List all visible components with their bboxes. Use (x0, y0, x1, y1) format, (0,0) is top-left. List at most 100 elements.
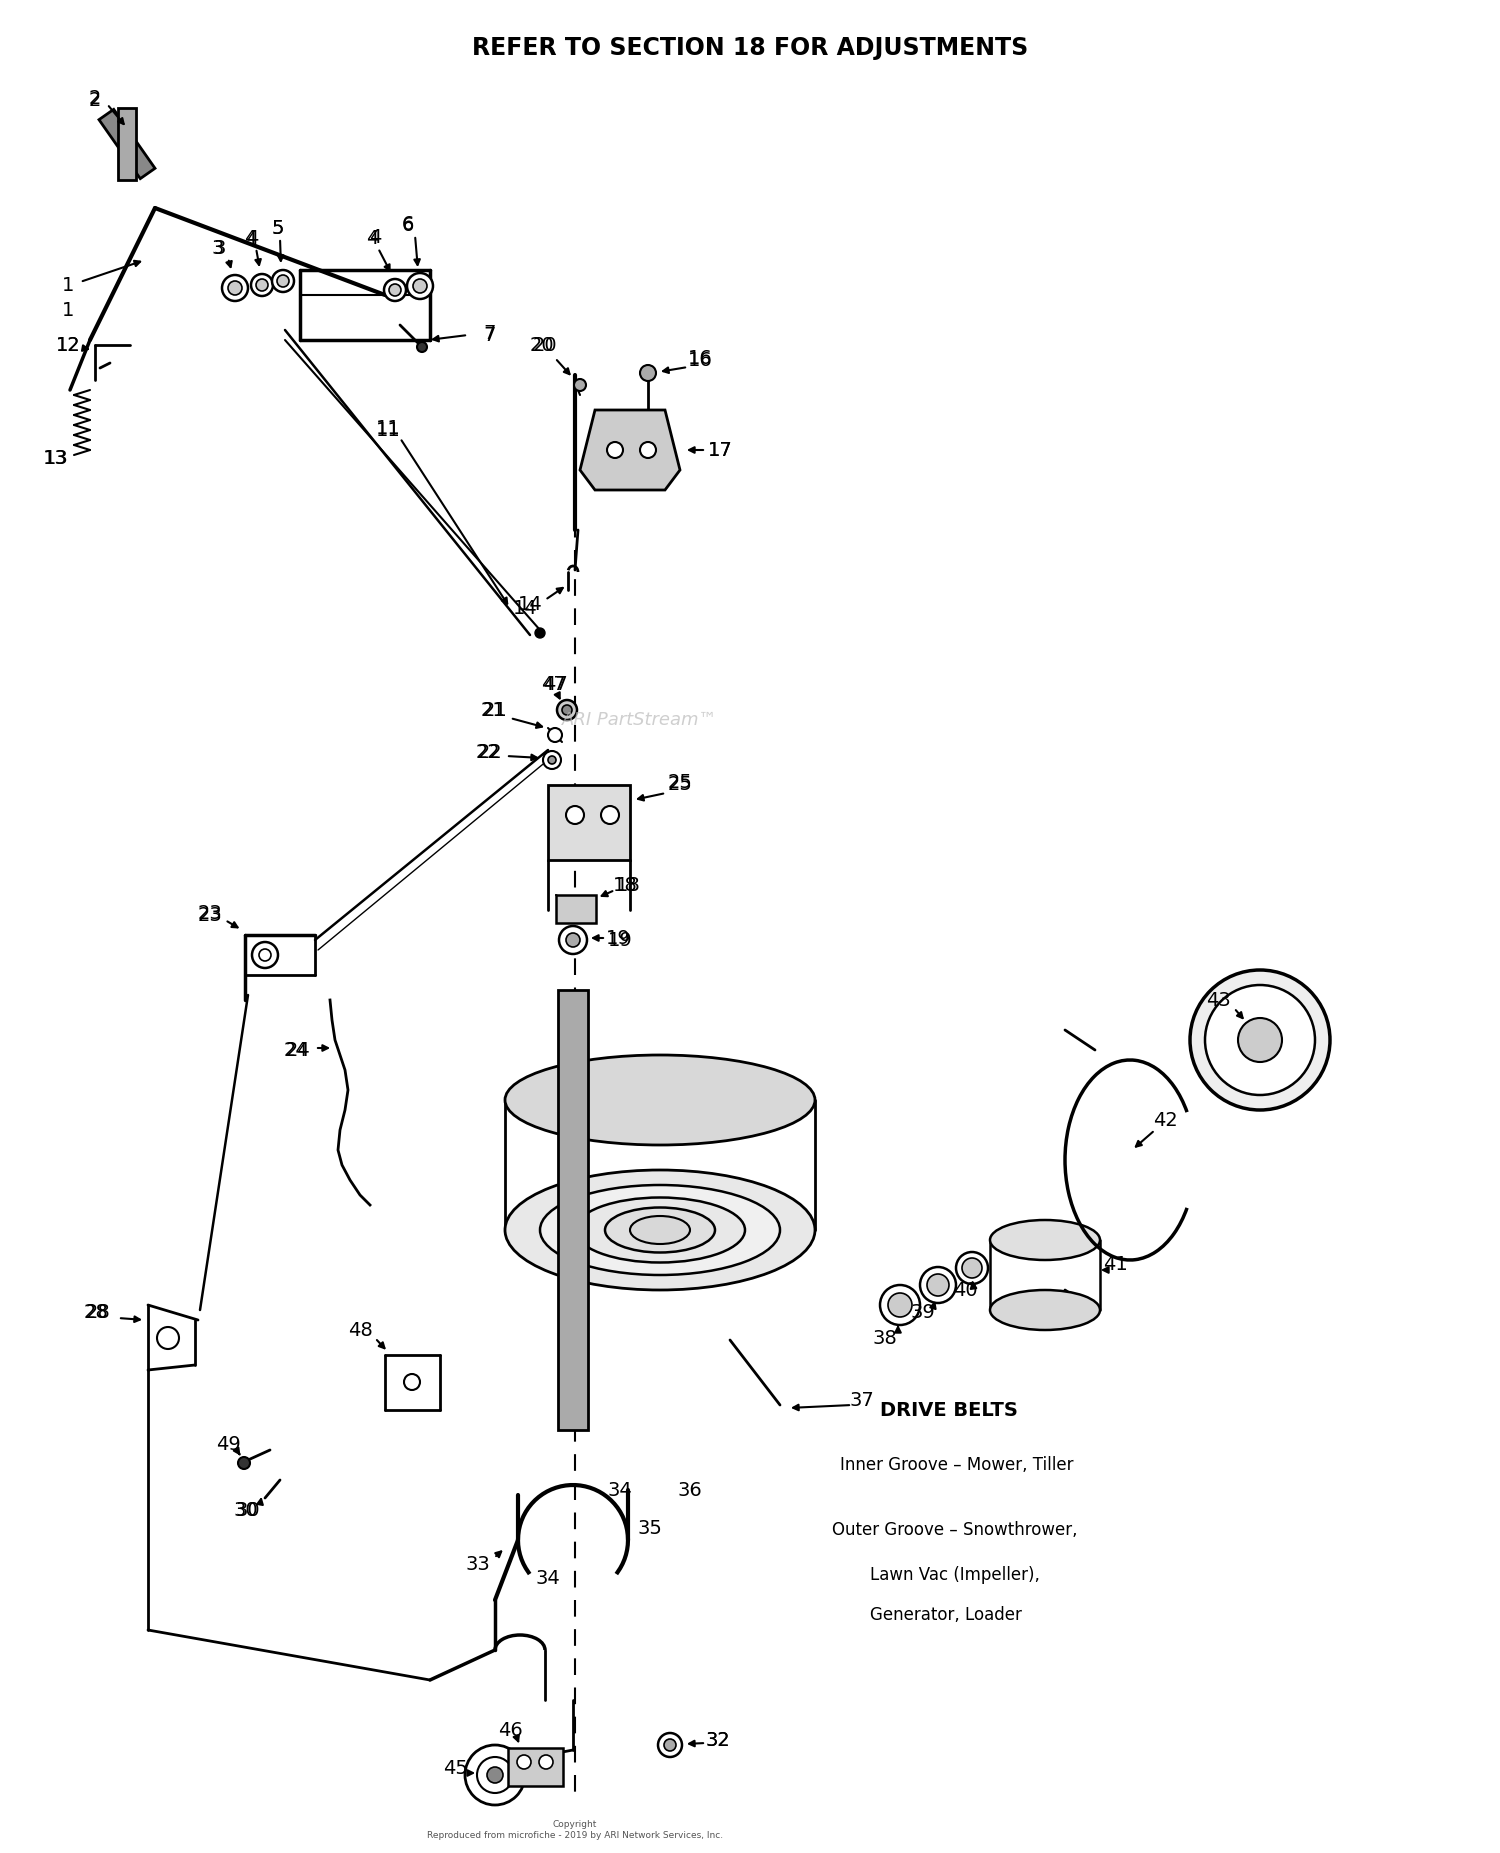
Circle shape (278, 274, 290, 287)
Ellipse shape (540, 1186, 780, 1275)
Text: 20: 20 (532, 335, 558, 354)
Text: 14: 14 (513, 599, 537, 617)
Circle shape (388, 284, 400, 296)
Circle shape (222, 274, 248, 300)
Text: 47: 47 (543, 676, 567, 695)
Circle shape (548, 728, 562, 741)
Text: 13: 13 (42, 448, 68, 467)
Text: 19: 19 (606, 928, 630, 947)
Text: 16: 16 (687, 350, 712, 369)
Circle shape (602, 806, 619, 825)
Text: 1: 1 (62, 300, 74, 319)
Circle shape (956, 1253, 988, 1284)
Text: 14: 14 (518, 595, 543, 615)
Text: 6: 6 (402, 215, 414, 235)
Bar (548, 786, 630, 860)
Circle shape (574, 380, 586, 391)
Text: Generator, Loader: Generator, Loader (870, 1607, 1022, 1623)
Ellipse shape (990, 1219, 1100, 1260)
Text: 28: 28 (86, 1303, 111, 1323)
Text: Lawn Vac (Impeller),: Lawn Vac (Impeller), (870, 1566, 1039, 1584)
Text: 4: 4 (366, 228, 378, 248)
Text: 18: 18 (615, 875, 640, 895)
Text: 38: 38 (873, 1329, 897, 1347)
Text: Outer Groove – Snowthrower,: Outer Groove – Snowthrower, (833, 1521, 1077, 1540)
Text: 37: 37 (849, 1390, 874, 1410)
Text: 25: 25 (668, 773, 693, 791)
Text: 24: 24 (285, 1041, 310, 1060)
Text: 22: 22 (476, 743, 501, 762)
Text: 12: 12 (56, 335, 81, 354)
Circle shape (1238, 1017, 1282, 1062)
Text: 2: 2 (88, 89, 101, 107)
Text: Copyright
Reproduced from microfiche - 2019 by ARI Network Services, Inc.: Copyright Reproduced from microfiche - 2… (427, 1820, 723, 1840)
Circle shape (566, 934, 580, 947)
Circle shape (548, 756, 556, 763)
Text: 19: 19 (608, 930, 633, 949)
Circle shape (664, 1738, 676, 1751)
Circle shape (927, 1275, 950, 1295)
Circle shape (384, 280, 406, 300)
Circle shape (256, 280, 268, 291)
Text: 28: 28 (84, 1303, 108, 1323)
Text: 4: 4 (369, 228, 381, 246)
Circle shape (238, 1456, 250, 1469)
Text: 23: 23 (198, 904, 222, 923)
Text: 30: 30 (236, 1501, 261, 1519)
Bar (509, 1747, 562, 1786)
Text: 34: 34 (536, 1568, 561, 1588)
Circle shape (536, 628, 544, 637)
Circle shape (413, 280, 428, 293)
Text: DRIVE BELTS: DRIVE BELTS (880, 1401, 1019, 1419)
Circle shape (465, 1746, 525, 1805)
Text: 25: 25 (668, 776, 693, 795)
Circle shape (260, 949, 272, 962)
Text: 4: 4 (244, 228, 256, 248)
Text: 4: 4 (246, 228, 258, 248)
Circle shape (272, 271, 294, 293)
Text: 21: 21 (480, 700, 506, 719)
Text: 35: 35 (638, 1518, 663, 1538)
Bar (558, 990, 588, 1431)
Circle shape (560, 926, 586, 954)
Bar (118, 107, 136, 180)
Text: 1: 1 (62, 276, 74, 295)
Text: 17: 17 (708, 441, 732, 460)
Text: 30: 30 (234, 1501, 258, 1519)
Circle shape (228, 282, 242, 295)
Circle shape (962, 1258, 982, 1279)
Ellipse shape (574, 1197, 746, 1262)
Text: 12: 12 (56, 335, 81, 354)
Text: 41: 41 (1102, 1256, 1128, 1275)
Text: 32: 32 (705, 1731, 730, 1749)
Circle shape (252, 941, 278, 967)
Text: 32: 32 (705, 1731, 730, 1749)
Text: 43: 43 (1206, 991, 1230, 1010)
Circle shape (406, 272, 433, 298)
Text: 48: 48 (348, 1321, 372, 1340)
Circle shape (543, 750, 561, 769)
Text: 46: 46 (498, 1720, 522, 1740)
Text: 33: 33 (465, 1555, 490, 1575)
Circle shape (538, 1755, 554, 1770)
Text: 21: 21 (483, 700, 507, 719)
Circle shape (556, 700, 578, 721)
Text: REFER TO SECTION 18 FOR ADJUSTMENTS: REFER TO SECTION 18 FOR ADJUSTMENTS (472, 35, 1028, 59)
Text: 36: 36 (678, 1481, 702, 1499)
Text: 42: 42 (1152, 1110, 1178, 1130)
Text: 6: 6 (402, 215, 414, 233)
Circle shape (888, 1293, 912, 1317)
Circle shape (1190, 969, 1330, 1110)
Text: 34: 34 (608, 1481, 633, 1499)
Text: Inner Groove – Mower, Tiller: Inner Groove – Mower, Tiller (840, 1456, 1074, 1473)
Circle shape (608, 443, 622, 458)
Circle shape (880, 1284, 920, 1325)
Text: 11: 11 (375, 419, 400, 437)
Circle shape (417, 343, 428, 352)
Ellipse shape (506, 1169, 814, 1290)
Text: 40: 40 (952, 1280, 978, 1299)
Bar (99, 109, 154, 178)
Text: 17: 17 (708, 441, 732, 460)
Circle shape (920, 1267, 956, 1303)
Circle shape (658, 1733, 682, 1757)
